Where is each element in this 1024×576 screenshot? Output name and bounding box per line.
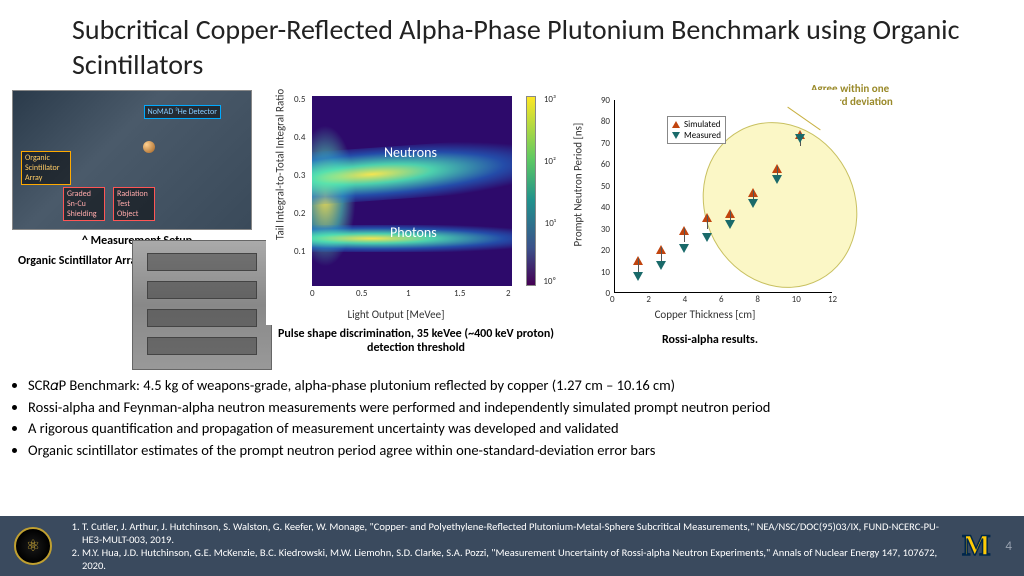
tick: 1.5 xyxy=(454,288,465,299)
reference-item: T. Cutler, J. Arthur, J. Hutchinson, S. … xyxy=(82,520,941,546)
michigan-logo-icon: M xyxy=(953,531,999,561)
oscar-photo xyxy=(132,240,272,370)
nomad-label: NoMAD ³He Detector xyxy=(144,105,221,119)
tick: 12 xyxy=(828,294,837,305)
psd-heatmap: Neutrons Photons 10³ 10² 10¹ 10⁰ Tail In… xyxy=(266,90,556,325)
tick: 0 xyxy=(310,288,315,299)
meas-point xyxy=(795,134,805,143)
neutrons-label: Neutrons xyxy=(384,144,437,161)
tick: 8 xyxy=(755,294,760,305)
tick: 0.5 xyxy=(356,288,367,299)
psd-xlabel: Light Output [MeVee] xyxy=(266,308,526,321)
tick: 0.5 xyxy=(294,94,305,105)
tick: 0 xyxy=(610,294,615,305)
tick: 60 xyxy=(580,159,610,170)
tick: 4 xyxy=(683,294,688,305)
meas-point xyxy=(702,233,712,242)
psd-ylabel: Tail Integral-to-Total Integral Ratio xyxy=(274,89,287,240)
rossi-caption: Rossi-alpha results. xyxy=(570,333,850,347)
bullet-item: Rossi-alpha and Feynman-alpha neutron me… xyxy=(28,398,996,418)
tick: 50 xyxy=(580,181,610,192)
tick: 40 xyxy=(580,202,610,213)
tick: 6 xyxy=(719,294,724,305)
bullet-item: SCR𝛼P Benchmark: 4.5 kg of weapons-grade… xyxy=(28,376,996,396)
tick: 10 xyxy=(580,267,610,278)
pu-sphere-icon xyxy=(143,141,155,153)
bullet-list: SCR𝛼P Benchmark: 4.5 kg of weapons-grade… xyxy=(0,370,1024,460)
bullet-item: Organic scintillator estimates of the pr… xyxy=(28,441,996,461)
bullet-item: A rigorous quantification and propagatio… xyxy=(28,419,996,439)
content-row: NoMAD ³He Detector Organic Scintillator … xyxy=(0,82,1024,370)
page-number: 4 xyxy=(1005,539,1012,554)
tick: 10 xyxy=(792,294,801,305)
meas-point xyxy=(725,220,735,229)
meas-point xyxy=(633,272,643,281)
rossi-xlabel: Copper Thickness [cm] xyxy=(570,308,840,321)
rto-label: Radiation Test Object xyxy=(113,187,155,221)
tick: 0.1 xyxy=(294,246,305,257)
cb-tick: 10³ xyxy=(544,94,556,105)
rossi-scatter: Simulated Measured Prompt Neutron Period… xyxy=(570,90,840,325)
tick: 30 xyxy=(580,224,610,235)
footer: ⚛ T. Cutler, J. Arthur, J. Hutchinson, S… xyxy=(0,516,1024,576)
tick: 2 xyxy=(646,294,651,305)
shielding-label: Graded Sn-Cu Shielding xyxy=(63,187,105,221)
meas-point xyxy=(679,244,689,253)
references: T. Cutler, J. Arthur, J. Hutchinson, S. … xyxy=(52,520,953,573)
meas-point xyxy=(748,199,758,208)
psd-caption: Pulse shape discrimination, 35 keVee (~4… xyxy=(266,327,566,356)
reference-item: M.Y. Hua, J.D. Hutchinson, G.E. McKenzie… xyxy=(82,546,941,572)
legend-sim: Simulated xyxy=(684,119,721,130)
rossi-axes: Simulated Measured xyxy=(614,100,832,293)
cb-tick: 10¹ xyxy=(545,218,556,229)
tick: 70 xyxy=(580,138,610,149)
organic-array-label: Organic Scintillator Array xyxy=(21,151,71,185)
tick: 20 xyxy=(580,245,610,256)
tick: 90 xyxy=(580,95,610,106)
meas-point xyxy=(656,261,666,270)
tick: 0 xyxy=(580,288,610,299)
rossi-legend: Simulated Measured xyxy=(667,116,726,144)
right-column: Agree within one standard deviation Simu… xyxy=(570,90,850,370)
tick: 80 xyxy=(580,116,610,127)
psd-colorbar xyxy=(526,96,536,286)
cb-tick: 10² xyxy=(544,156,556,167)
tick: 0.3 xyxy=(294,170,305,181)
tick: 0.2 xyxy=(294,208,305,219)
tick: 1 xyxy=(406,288,411,299)
legend-meas: Measured xyxy=(684,130,721,141)
ans-logo-icon: ⚛ xyxy=(14,527,52,565)
left-column: NoMAD ³He Detector Organic Scintillator … xyxy=(12,90,262,370)
meas-point xyxy=(772,175,782,184)
measurement-setup-photo: NoMAD ³He Detector Organic Scintillator … xyxy=(12,90,252,230)
photons-label: Photons xyxy=(390,224,437,241)
tick: 2 xyxy=(506,288,511,299)
slide-title: Subcritical Copper-Reflected Alpha-Phase… xyxy=(0,0,1024,82)
cb-tick: 10⁰ xyxy=(543,276,556,287)
tick: 0.4 xyxy=(294,132,305,143)
mid-column: Neutrons Photons 10³ 10² 10¹ 10⁰ Tail In… xyxy=(266,90,566,370)
